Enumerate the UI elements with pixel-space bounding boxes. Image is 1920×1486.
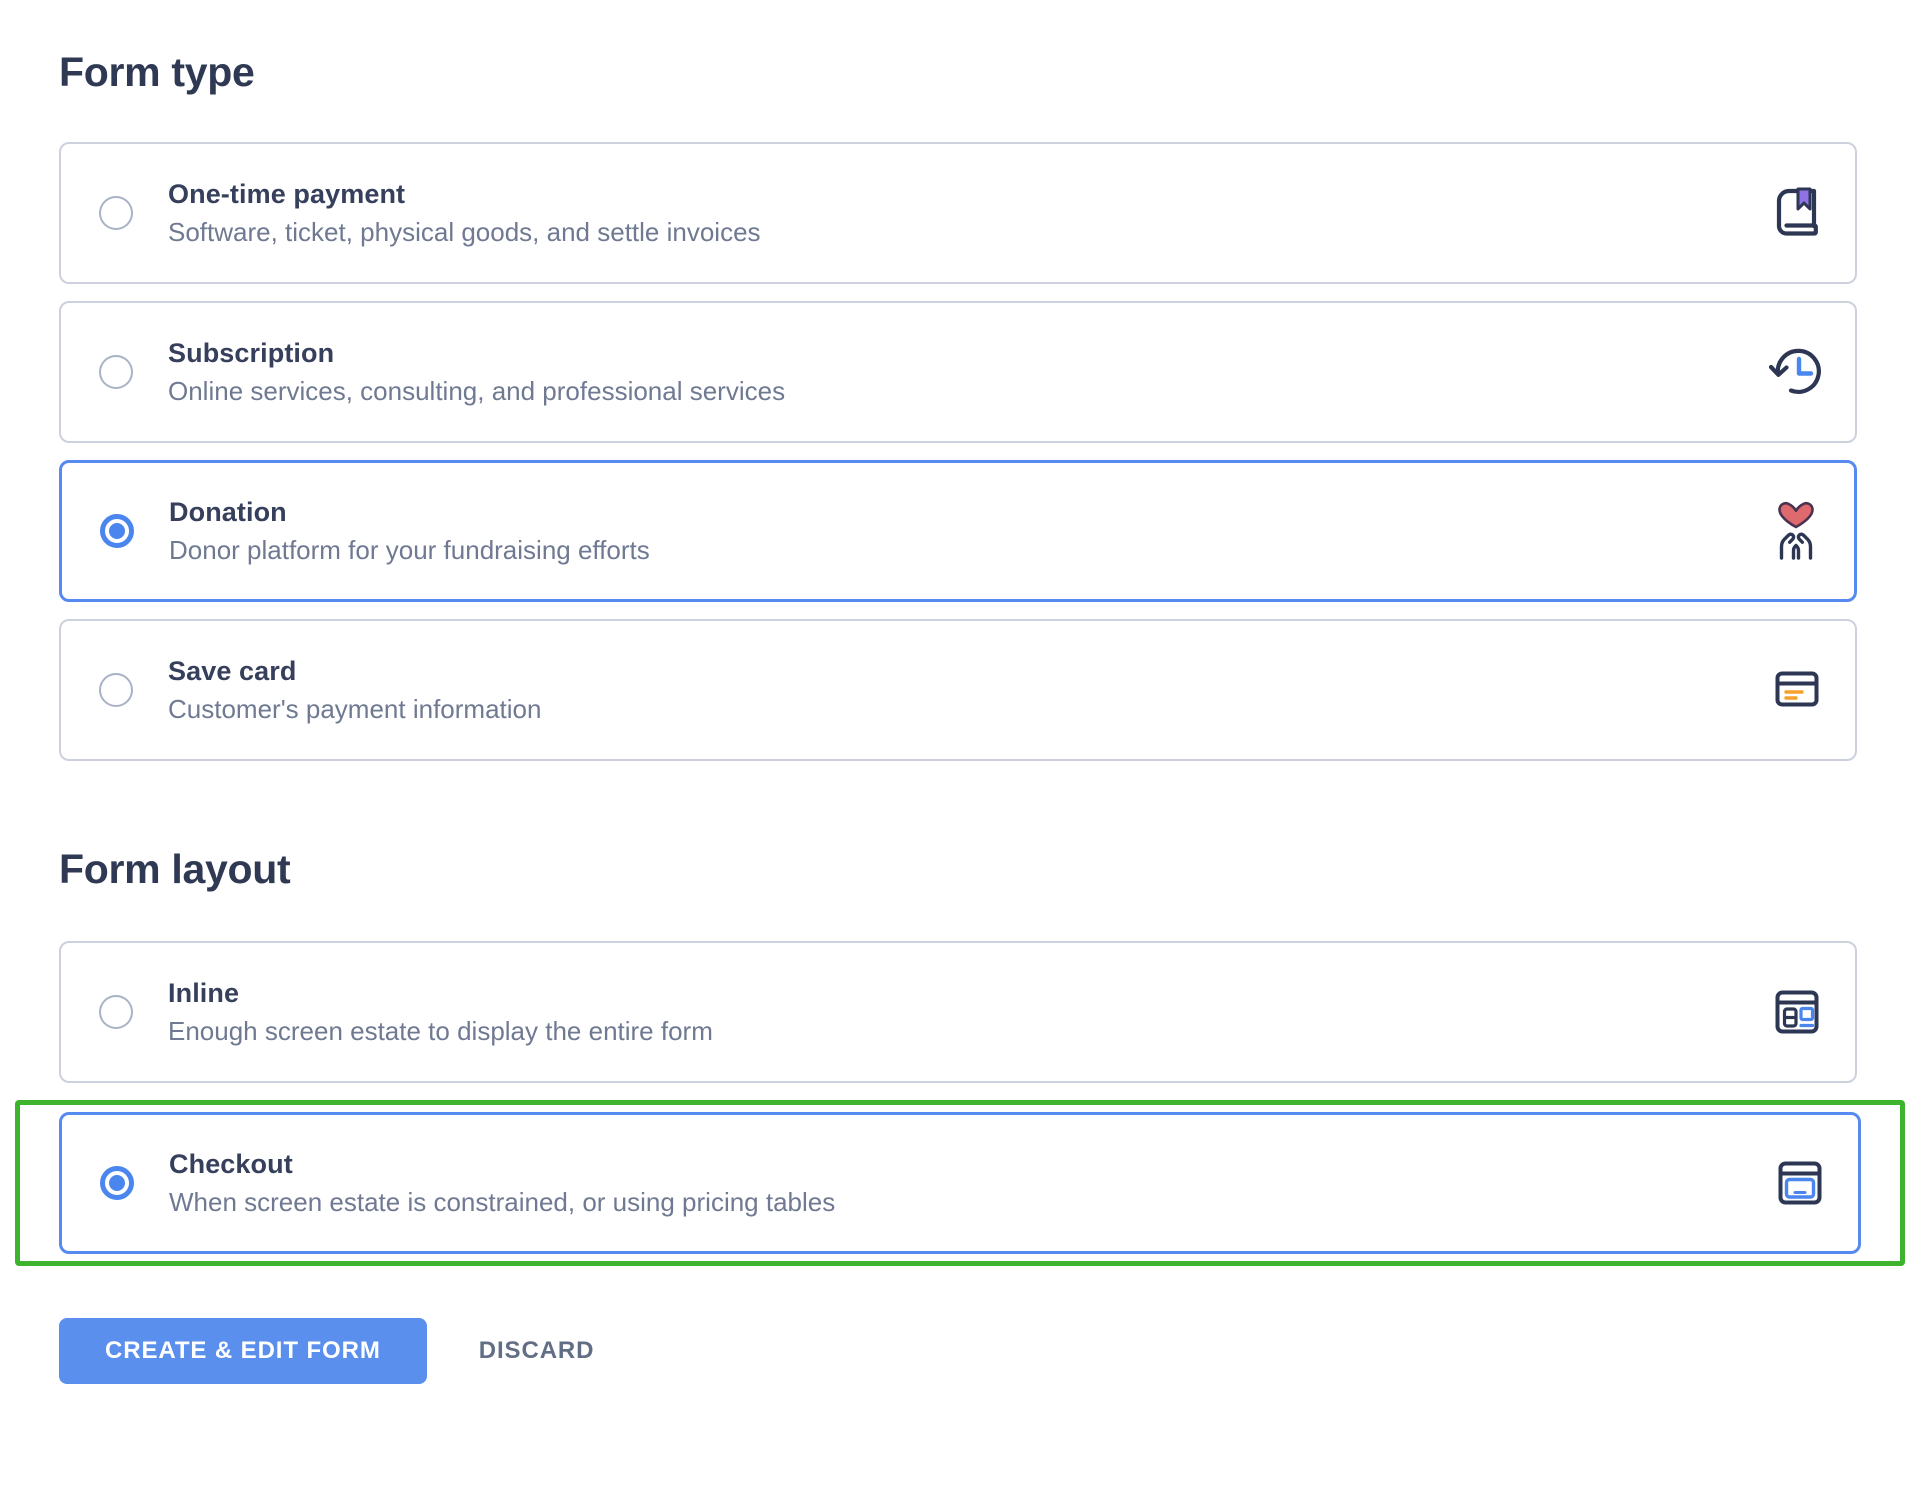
option-description: Donor platform for your fundraising effo… xyxy=(169,535,650,565)
option-title: Donation xyxy=(169,497,287,527)
option-card-checkout[interactable]: Checkout When screen estate is constraine… xyxy=(59,1112,1861,1254)
create-edit-form-button[interactable]: CREATE & EDIT FORM xyxy=(59,1318,427,1384)
option-description: Software, ticket, physical goods, and se… xyxy=(168,217,761,247)
book-icon xyxy=(1765,181,1829,245)
option-texts: Checkout When screen estate is constraine… xyxy=(169,1148,835,1218)
radio-checkout[interactable] xyxy=(100,1166,134,1200)
history-clock-icon xyxy=(1765,340,1829,404)
form-settings-page: Form type One-time payment Software, tick… xyxy=(0,48,1920,1384)
option-title: One-time payment xyxy=(168,179,406,209)
credit-card-icon xyxy=(1765,658,1829,722)
option-texts: Donation Donor platform for your fundrais… xyxy=(169,496,650,566)
option-title: Subscription xyxy=(168,338,335,368)
highlight-outline: Checkout When screen estate is constraine… xyxy=(15,1100,1905,1266)
option-title: Save card xyxy=(168,656,297,686)
option-card-inline[interactable]: Inline Enough screen estate to display th… xyxy=(59,941,1857,1083)
option-texts: Inline Enough screen estate to display th… xyxy=(168,977,713,1047)
option-card-subscription[interactable]: Subscription Online services, consulting,… xyxy=(59,301,1857,443)
option-description: Enough screen estate to display the enti… xyxy=(168,1016,713,1046)
option-texts: Save card Customer's payment information xyxy=(168,655,541,725)
radio-subscription[interactable] xyxy=(99,355,133,389)
radio-inline[interactable] xyxy=(99,995,133,1029)
radio-donation[interactable] xyxy=(100,514,134,548)
option-card-one-time-payment[interactable]: One-time payment Software, ticket, physic… xyxy=(59,142,1857,284)
form-type-options: One-time payment Software, ticket, physic… xyxy=(0,142,1920,761)
option-description: Online services, consulting, and profess… xyxy=(168,376,786,406)
option-card-save-card[interactable]: Save card Customer's payment information xyxy=(59,619,1857,761)
form-type-heading: Form type xyxy=(59,49,255,95)
discard-button[interactable]: DISCARD xyxy=(478,1337,595,1364)
heart-in-hands-icon xyxy=(1764,499,1828,563)
checkout-layout-icon xyxy=(1768,1151,1832,1215)
option-texts: Subscription Online services, consulting,… xyxy=(168,337,785,407)
radio-one-time-payment[interactable] xyxy=(99,196,133,230)
option-title: Inline xyxy=(168,978,240,1008)
option-title: Checkout xyxy=(169,1149,293,1179)
option-description: When screen estate is constrained, or us… xyxy=(169,1187,836,1217)
option-texts: One-time payment Software, ticket, physic… xyxy=(168,178,761,248)
option-card-donation[interactable]: Donation Donor platform for your fundrais… xyxy=(59,460,1857,602)
form-layout-options: Inline Enough screen estate to display th… xyxy=(0,941,1920,1266)
form-layout-heading: Form layout xyxy=(59,846,291,892)
radio-save-card[interactable] xyxy=(99,673,133,707)
option-description: Customer's payment information xyxy=(168,694,542,724)
inline-layout-icon xyxy=(1765,980,1829,1044)
action-buttons-row: CREATE & EDIT FORM DISCARD xyxy=(59,1318,1920,1384)
